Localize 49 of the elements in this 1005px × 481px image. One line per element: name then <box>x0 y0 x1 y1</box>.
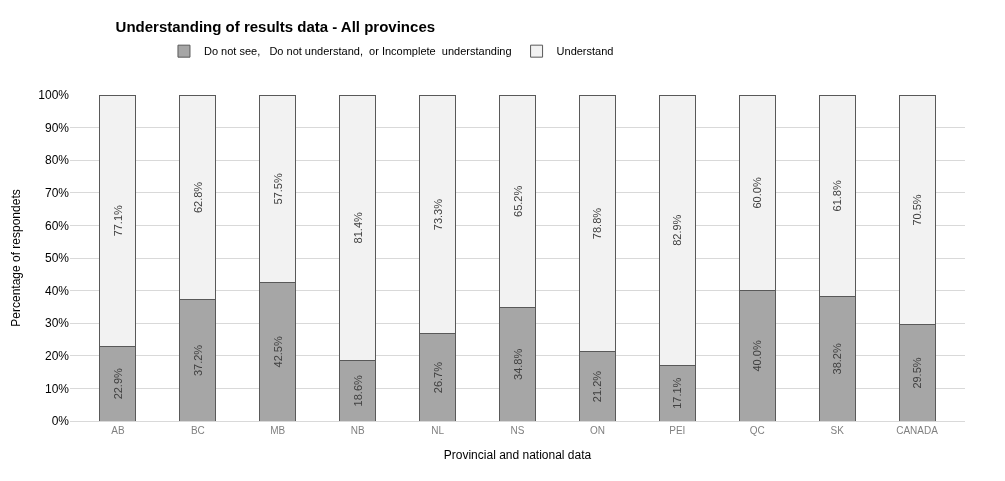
legend-label: Do not see, Do not understand, or Incomplete understanding <box>203 45 512 58</box>
data-label: 82.9% <box>671 214 684 246</box>
x-axis-title: Provincial and national data <box>443 447 592 462</box>
data-label: 62.8% <box>191 181 204 214</box>
y-tick-label: 70% <box>44 186 70 200</box>
data-label: 65.2% <box>511 185 524 217</box>
x-tick-label: NS <box>510 425 525 436</box>
y-tick-label: 80% <box>44 153 70 168</box>
data-label: 60.0% <box>751 177 764 209</box>
data-label: 40.0% <box>751 340 764 372</box>
x-tick-label: CANADA <box>896 425 939 436</box>
y-tick-label: 100% <box>38 88 70 103</box>
data-label: 73.3% <box>431 198 444 231</box>
data-label: 37.2% <box>191 344 204 377</box>
data-label: 77.1% <box>111 204 124 237</box>
y-tick-label: 30% <box>44 316 70 331</box>
y-tick-label: 20% <box>44 349 70 363</box>
x-tick-label: AB <box>111 425 125 436</box>
x-tick-label: QC <box>749 425 765 436</box>
data-label: 21.2% <box>591 370 604 403</box>
y-tick-label: 60% <box>44 218 70 233</box>
data-label: 81.4% <box>351 211 364 244</box>
x-tick-label: BC <box>190 425 205 436</box>
y-tick-label: 90% <box>44 120 70 135</box>
x-tick-label: MB <box>270 425 286 436</box>
data-label: 18.6% <box>351 374 364 407</box>
x-tick-label: SK <box>830 425 845 436</box>
x-tick-label: PEI <box>669 425 686 436</box>
data-label: 42.5% <box>271 336 284 368</box>
data-label: 38.2% <box>831 343 844 375</box>
y-tick-label: 50% <box>44 251 70 266</box>
data-label: 29.5% <box>911 357 924 389</box>
data-label: 17.1% <box>671 377 684 409</box>
data-label: 70.5% <box>911 194 924 226</box>
y-tick-label: 10% <box>44 381 70 396</box>
data-label: 57.5% <box>271 173 284 205</box>
legend-label: Understand <box>556 45 614 58</box>
x-tick-label: ON <box>589 425 605 436</box>
y-tick-label: 0% <box>51 414 70 429</box>
x-tick-label: NB <box>350 425 365 436</box>
data-label: 78.8% <box>591 207 604 240</box>
data-label: 61.8% <box>831 180 844 212</box>
y-tick-label: 40% <box>44 283 70 298</box>
data-label: 26.7% <box>431 361 444 394</box>
y-axis-title: Percentage of respondets <box>8 189 23 327</box>
data-label: 22.9% <box>111 367 124 400</box>
chart-title: Understanding of results data - All provinces <box>115 18 436 36</box>
x-tick-label: NL <box>431 425 445 436</box>
data-label: 34.8% <box>511 348 524 380</box>
